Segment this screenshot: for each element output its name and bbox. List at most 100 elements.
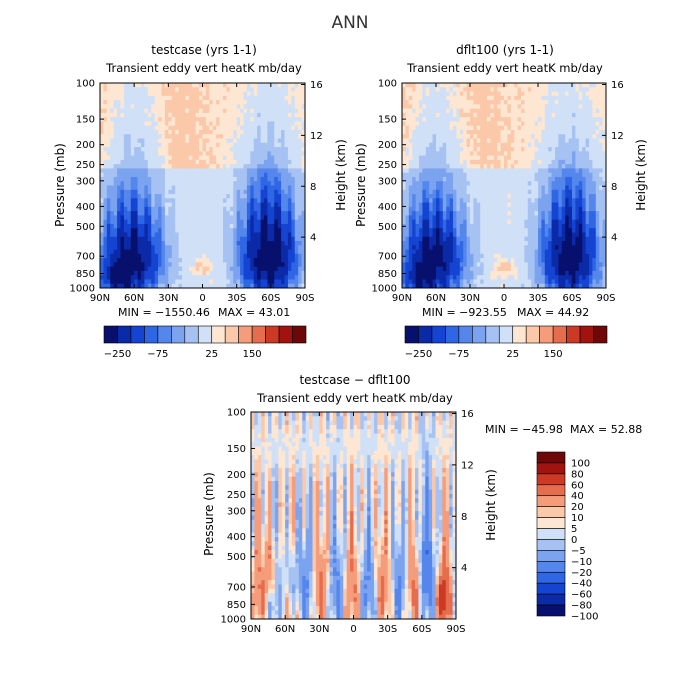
x-tick-label: 90N <box>90 293 110 304</box>
heatmap-cell <box>202 202 207 208</box>
heatmap-cell <box>497 83 501 88</box>
heatmap-cell <box>226 125 231 131</box>
heatmap-cell <box>158 185 162 191</box>
heatmap-cell <box>589 176 593 182</box>
heatmap-cell <box>483 104 488 110</box>
heatmap-cell <box>582 83 586 88</box>
heatmap-cell <box>264 168 268 174</box>
heatmap-cell <box>110 181 115 186</box>
heatmap-cell <box>216 181 220 186</box>
heatmap-cell <box>408 223 413 229</box>
heatmap-cell <box>412 151 416 156</box>
heatmap-cell <box>182 253 186 259</box>
heatmap-cell <box>456 117 461 122</box>
heatmap-cell <box>291 228 296 233</box>
heatmap-cell <box>260 129 265 135</box>
heatmap-cell <box>216 83 220 88</box>
heatmap-cell <box>205 95 210 101</box>
heatmap-cell <box>264 202 268 208</box>
heatmap-cell <box>130 198 135 203</box>
heatmap-cell <box>476 215 481 221</box>
heatmap-cell <box>301 134 306 139</box>
heatmap-cell <box>168 279 173 285</box>
heatmap-cell <box>436 121 440 127</box>
heatmap-cell <box>294 223 299 229</box>
heatmap-cell <box>154 138 159 144</box>
heatmap-cell <box>578 202 583 208</box>
heatmap-cell <box>182 176 186 182</box>
heatmap-cell <box>585 91 590 97</box>
heatmap-cell <box>175 147 179 152</box>
heatmap-cell <box>470 194 474 199</box>
heatmap-cell <box>422 189 427 195</box>
heatmap-cell <box>436 112 440 118</box>
heatmap-cell <box>154 164 159 169</box>
heatmap-cell <box>182 228 186 233</box>
heatmap-cell <box>151 138 156 144</box>
heatmap-cell <box>117 112 121 118</box>
heatmap-cell <box>219 262 224 268</box>
heatmap-cell <box>476 100 481 105</box>
heatmap-cell <box>267 125 272 131</box>
heatmap-cell <box>561 117 566 122</box>
heatmap-cell <box>531 95 535 101</box>
heatmap-cell <box>466 155 471 161</box>
heatmap-cell <box>493 95 498 101</box>
heatmap-cell <box>599 151 603 156</box>
heatmap-cell <box>415 147 420 152</box>
heatmap-cell <box>436 215 440 221</box>
heatmap-cell <box>103 87 108 92</box>
heatmap-cell <box>130 258 135 263</box>
heatmap-cell <box>120 121 125 127</box>
heatmap-cell <box>199 228 203 233</box>
heatmap-cell <box>236 147 241 152</box>
heatmap-cell <box>436 91 440 97</box>
heatmap-cell <box>151 194 156 199</box>
heatmap-cell <box>281 223 285 229</box>
heatmap-cell <box>103 83 108 88</box>
heatmap-cell <box>223 194 227 199</box>
heatmap-cell <box>110 159 115 165</box>
heatmap-cell <box>412 219 416 225</box>
heatmap-cell <box>199 206 203 212</box>
heatmap-cell <box>134 241 138 246</box>
heatmap-cell <box>236 185 241 191</box>
heatmap-cell <box>100 91 104 97</box>
heatmap-cell <box>575 219 580 225</box>
heatmap-cell <box>415 151 420 156</box>
heatmap-cell <box>192 270 197 276</box>
heatmap-cell <box>161 202 166 208</box>
heatmap-cell <box>301 159 306 165</box>
heatmap-cell <box>415 83 420 88</box>
heatmap-cell <box>412 138 416 144</box>
heatmap-cell <box>602 104 607 110</box>
heatmap-cell <box>205 91 210 97</box>
heatmap-cell <box>134 279 138 285</box>
heatmap-cell <box>287 129 292 135</box>
heatmap-cell <box>402 185 406 191</box>
heatmap-cell <box>243 249 248 255</box>
heatmap-cell <box>223 142 227 148</box>
heatmap-cell <box>134 198 138 203</box>
heatmap-cell <box>602 219 607 225</box>
heatmap-cell <box>212 181 217 186</box>
heatmap-cell <box>171 159 176 165</box>
heatmap-cell <box>284 232 289 238</box>
colorbar-swatch <box>184 325 199 344</box>
heatmap-cell <box>243 112 248 118</box>
heatmap-cell <box>127 108 132 114</box>
heatmap-cell <box>602 206 607 212</box>
heatmap-cell <box>185 189 190 195</box>
heatmap-cell <box>493 215 498 221</box>
heatmap-cell <box>592 134 597 139</box>
heatmap-cell <box>466 142 471 148</box>
heatmap-cell <box>473 129 478 135</box>
heatmap-cell <box>476 181 481 186</box>
heatmap-cell <box>253 279 258 285</box>
heatmap-cell <box>582 219 586 225</box>
colorbar-label: −75 <box>147 349 168 360</box>
heatmap-cell <box>253 202 258 208</box>
heatmap-cell <box>517 202 522 208</box>
heatmap-cell <box>453 172 457 178</box>
heatmap-cell <box>463 198 467 203</box>
